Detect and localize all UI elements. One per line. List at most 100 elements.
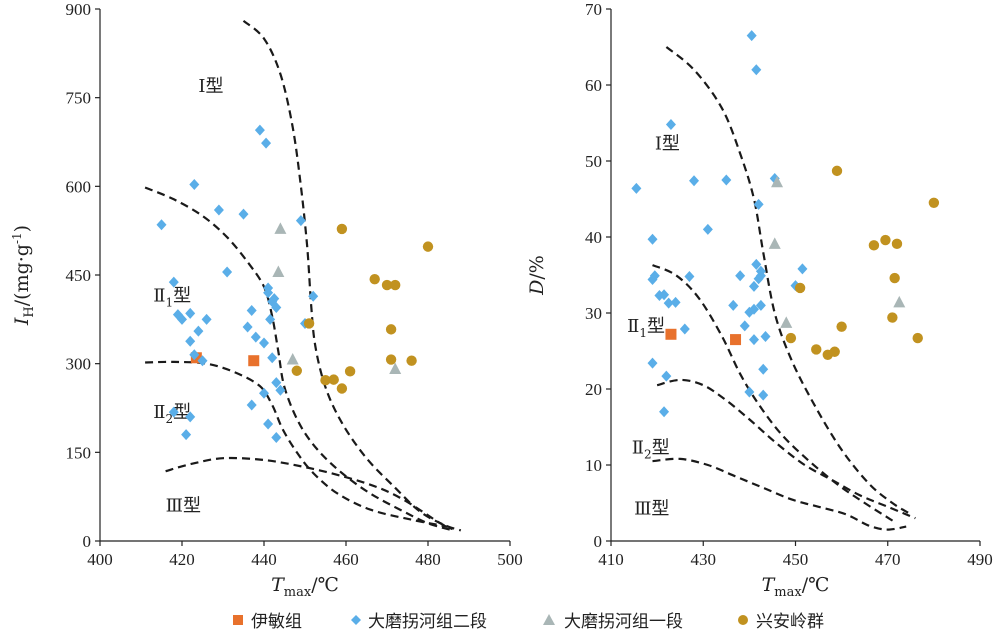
y-axis-label: IH/(mg·g-1) [10, 225, 37, 326]
data-point [275, 384, 286, 396]
data-point [649, 270, 660, 282]
legend-label: 兴安岭群 [756, 612, 824, 632]
data-point [201, 313, 212, 325]
region-label: Ⅰ型 [655, 134, 680, 155]
region-label: Ⅰ型 [198, 76, 223, 97]
data-point [181, 429, 192, 441]
data-point [185, 411, 196, 423]
x-tick-label: 470 [875, 550, 901, 569]
y-axis-label: D/% [526, 255, 548, 296]
data-point [197, 355, 208, 367]
y-tick-label: 70 [585, 0, 602, 19]
data-point [758, 363, 769, 375]
x-tick-label: 450 [783, 550, 809, 569]
data-point [185, 307, 196, 319]
legend-marker-伊敏组 [233, 615, 243, 625]
data-point [748, 334, 759, 346]
data-point [267, 352, 278, 364]
data-point [238, 208, 249, 220]
data-point [893, 295, 906, 308]
y-tick-label: 150 [66, 443, 92, 462]
y-tick-label: 900 [66, 0, 92, 19]
data-point [259, 387, 269, 399]
data-point [246, 399, 257, 411]
left-chart-panel: 400 420 440 460 480 500 0 150 300 450 600 750 900 Ⅰ型 Ⅱ… [10, 0, 523, 600]
legend-marker-大磨拐河组一段 [543, 614, 555, 625]
data-point [385, 354, 397, 365]
y-tick-label: 40 [585, 228, 602, 247]
y-tick-label: 750 [66, 89, 92, 108]
data-point [271, 302, 282, 314]
data-point [665, 328, 677, 340]
y-tick-label: 0 [83, 532, 92, 551]
data-point [880, 234, 891, 246]
data-point [250, 331, 261, 343]
data-point [389, 362, 402, 374]
x-tick-label: 460 [333, 550, 359, 569]
legend-label: 大磨拐河组一段 [564, 612, 683, 632]
data-point [760, 331, 771, 343]
data-point [785, 332, 797, 344]
data-point [213, 204, 224, 216]
data-point [177, 313, 187, 325]
data-point [381, 279, 393, 291]
data-point [753, 198, 764, 210]
type-boundary-curve [144, 186, 453, 532]
right-chart-panel: 410 430 450 470 490 0 10 20 30 40 50 60 70 Ⅰ型 Ⅱ1型 Ⅱ2型 Ⅲ型… [526, 0, 993, 600]
data-point [308, 290, 319, 302]
y-tick-label: 300 [66, 355, 92, 374]
data-point [647, 233, 658, 245]
x-tick-label: 440 [251, 550, 277, 569]
data-point [390, 279, 401, 291]
type-boundary-curve [165, 456, 454, 531]
data-point [811, 344, 822, 355]
data-point [755, 299, 766, 311]
y-tick-label: 60 [585, 76, 602, 95]
data-point [684, 271, 695, 283]
data-point [679, 323, 690, 335]
y-tick-label: 10 [585, 456, 602, 475]
data-point [271, 377, 282, 389]
data-point [829, 346, 840, 357]
data-point [735, 270, 746, 282]
data-point [272, 265, 285, 278]
x-tick-label: 490 [967, 550, 993, 569]
data-point [263, 282, 274, 294]
data-point [758, 389, 769, 401]
data-point [303, 318, 315, 329]
data-point [780, 316, 793, 328]
x-axis-label: Tmax/℃ [762, 574, 830, 600]
x-tick-label: 480 [415, 550, 441, 569]
data-point [168, 406, 179, 418]
data-point [286, 353, 299, 365]
data-point [156, 219, 167, 231]
data-point [189, 349, 200, 361]
y-tick-label: 600 [66, 177, 92, 196]
legend-label: 伊敏组 [251, 612, 302, 632]
data-point [291, 365, 302, 376]
data-point [744, 386, 755, 398]
data-point [263, 418, 274, 430]
data-point [254, 124, 265, 136]
data-point [746, 30, 757, 42]
y-tick-label: 30 [585, 304, 602, 323]
y-tick-label: 50 [585, 152, 602, 171]
data-point [185, 335, 196, 347]
data-point [670, 296, 681, 308]
data-point [242, 321, 253, 333]
data-point [663, 297, 674, 309]
data-point [728, 299, 739, 311]
x-tick-label: 410 [598, 550, 624, 569]
legend-marker-兴安岭群 [738, 615, 748, 625]
type-boundary-curve [652, 457, 907, 531]
data-point [271, 432, 282, 444]
data-point [193, 325, 204, 337]
type-boundary-curve [652, 264, 896, 523]
data-point [385, 324, 397, 335]
data-point [222, 266, 233, 278]
region-label: Ⅲ型 [634, 498, 669, 519]
x-tick-label: 420 [169, 550, 195, 569]
region-label: Ⅱ1型 [627, 316, 665, 340]
data-point [748, 280, 759, 292]
